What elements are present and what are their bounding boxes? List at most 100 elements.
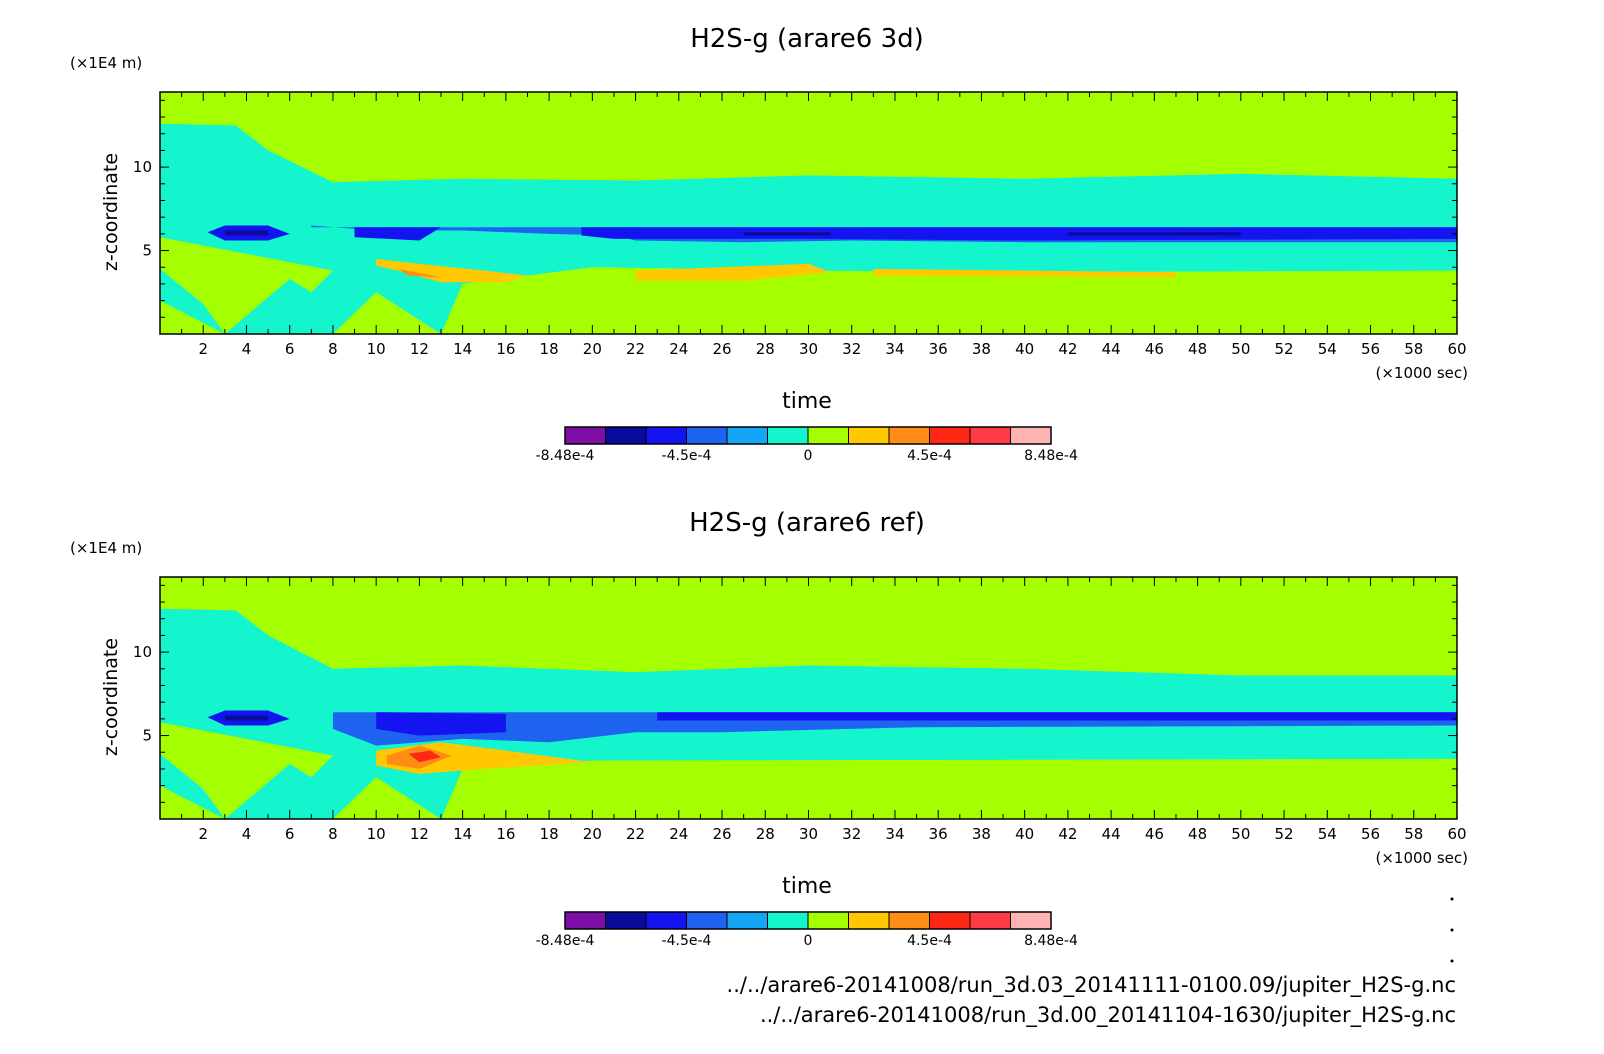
x-tick-label: 34	[885, 340, 904, 358]
colorbar-tick-label: 4.5e-4	[907, 448, 952, 464]
colorbar: -8.48e-4 -4.5e-4 0 4.5e-4 8.48e-4	[536, 911, 1078, 949]
y-axis-label: z-coordinate	[100, 153, 122, 271]
x-tick-label: 58	[1404, 340, 1423, 358]
x-unit-label: (×1000 sec)	[1375, 364, 1468, 382]
x-tick-label: 44	[1102, 825, 1121, 843]
x-tick-label: 60	[1447, 340, 1466, 358]
colorbar-swatch	[889, 427, 930, 444]
colorbar-swatch	[929, 427, 971, 444]
x-tick-label: 58	[1404, 825, 1423, 843]
colorbar-swatch	[970, 427, 1011, 444]
x-tick-label: 24	[669, 825, 688, 843]
x-tick-label: 42	[1058, 340, 1077, 358]
colorbar-tick-label: -4.5e-4	[662, 448, 712, 464]
x-tick-label: 16	[496, 825, 515, 843]
x-tick-label: 20	[583, 825, 602, 843]
contour-region	[581, 227, 1457, 241]
x-unit-label: (×1000 sec)	[1375, 849, 1468, 867]
x-axis-label: time	[782, 874, 832, 899]
contour-region	[397, 268, 441, 278]
colorbar-swatch	[727, 912, 768, 929]
colorbar-swatch	[727, 427, 768, 444]
colorbar-tick-label: 4.5e-4	[907, 933, 952, 949]
colorbar-swatch	[686, 427, 728, 444]
colorbar-swatch	[889, 912, 930, 929]
x-tick-label: 8	[328, 340, 338, 358]
x-tick-label: 12	[410, 340, 429, 358]
x-tick-label: 38	[972, 825, 991, 843]
x-tick-label: 36	[929, 825, 948, 843]
contour-region	[743, 232, 831, 236]
x-tick-label: 4	[242, 825, 252, 843]
colorbar-swatch	[605, 427, 647, 444]
colorbar-tick-label: -4.5e-4	[662, 933, 712, 949]
chart-title: H2S-g (arare6 ref)	[689, 508, 925, 538]
x-tick-label: 8	[328, 825, 338, 843]
x-tick-label: 40	[1015, 340, 1034, 358]
x-tick-label: 22	[626, 825, 645, 843]
panel-3d: H2S-g (arare6 3d) (×1E4 m) z-coordinate …	[70, 24, 1468, 464]
colorbar-tick-label: 8.48e-4	[1024, 448, 1078, 464]
dot-mark	[1450, 928, 1454, 932]
x-tick-label: 54	[1318, 340, 1337, 358]
x-tick-label: 40	[1015, 825, 1034, 843]
x-tick-label: 28	[756, 340, 775, 358]
x-tick-label: 34	[885, 825, 904, 843]
contour-region	[408, 750, 441, 763]
colorbar-tick-label: 0	[804, 933, 813, 949]
y-tick-label: 5	[142, 727, 152, 745]
x-tick-label: 50	[1231, 825, 1250, 843]
contour-field	[160, 577, 1457, 819]
x-tick-label: 42	[1058, 825, 1077, 843]
chart-title: H2S-g (arare6 3d)	[690, 24, 924, 54]
colorbar-swatch	[686, 912, 728, 929]
colorbar-swatch	[565, 912, 606, 929]
x-tick-label: 26	[712, 825, 731, 843]
x-tick-label: 12	[410, 825, 429, 843]
dot-mark	[1450, 959, 1454, 963]
colorbar-tick-label: -8.48e-4	[536, 448, 595, 464]
x-tick-label: 24	[669, 340, 688, 358]
contour-region	[224, 715, 269, 721]
colorbar-swatch	[848, 912, 890, 929]
colorbar-frame	[564, 911, 1052, 930]
x-tick-label: 6	[285, 340, 295, 358]
x-tick-label: 26	[712, 340, 731, 358]
y-unit-label: (×1E4 m)	[70, 54, 142, 72]
colorbar-swatch	[565, 427, 606, 444]
colorbar-swatch	[808, 912, 849, 929]
x-tick-label: 28	[756, 825, 775, 843]
contour-plot: 2 4 6 8 10 12 14 16 18 20 22 24 26 28 30 32 34 36 38 40 42 44…	[133, 576, 1467, 843]
x-tick-label: 30	[799, 340, 818, 358]
x-tick-label: 14	[453, 340, 472, 358]
x-tick-label: 18	[540, 340, 559, 358]
colorbar-swatch	[808, 427, 849, 444]
y-tick-label: 10	[133, 158, 152, 176]
colorbar-swatch	[605, 912, 647, 929]
contour-region	[376, 258, 528, 283]
x-tick-label: 54	[1318, 825, 1337, 843]
file-path-1: ../../arare6-20141008/run_3d.03_20141111…	[727, 973, 1456, 998]
x-tick-label: 2	[198, 825, 208, 843]
dot-mark	[1450, 897, 1454, 901]
x-tick-label: 20	[583, 340, 602, 358]
x-tick-label: 36	[929, 340, 948, 358]
colorbar-frame	[564, 426, 1052, 445]
colorbar-tick-label: 0	[804, 448, 813, 464]
x-tick-label: 30	[799, 825, 818, 843]
y-axis-label: z-coordinate	[100, 638, 122, 756]
x-tick-label: 56	[1361, 340, 1380, 358]
contour-region	[657, 712, 1457, 721]
contour-region	[332, 712, 1457, 746]
colorbar: -8.48e-4 -4.5e-4 0 4.5e-4 8.48e-4	[536, 426, 1078, 464]
x-tick-label: 32	[842, 340, 861, 358]
y-tick-label: 5	[142, 242, 152, 260]
colorbar-swatch	[1010, 912, 1052, 929]
x-tick-label: 22	[626, 340, 645, 358]
x-tick-label: 18	[540, 825, 559, 843]
contour-field	[160, 92, 1457, 334]
x-tick-label: 48	[1188, 340, 1207, 358]
x-tick-label: 48	[1188, 825, 1207, 843]
contour-region	[1067, 232, 1241, 236]
